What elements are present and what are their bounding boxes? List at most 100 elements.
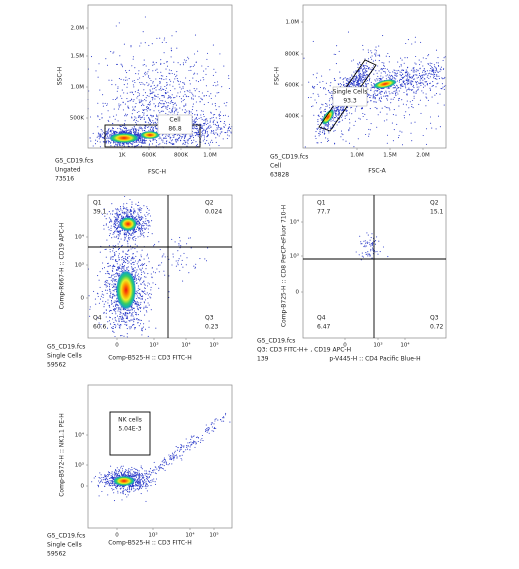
event-dot	[359, 78, 361, 80]
event-dot	[193, 119, 195, 121]
event-dot	[230, 128, 232, 130]
event-dot	[155, 122, 157, 124]
event-dot	[210, 132, 212, 134]
event-dot	[209, 120, 211, 122]
event-dot	[355, 84, 357, 86]
event-dot	[410, 80, 412, 82]
event-dot	[213, 131, 215, 133]
event-dot	[378, 54, 381, 56]
event-dot	[119, 55, 121, 57]
event-dot	[136, 305, 138, 307]
event-dot	[204, 123, 206, 125]
event-dot	[352, 84, 354, 86]
event-dot	[340, 116, 342, 118]
event-dot	[138, 288, 140, 291]
event-dot	[352, 59, 355, 61]
event-dot	[179, 135, 181, 137]
event-dot	[108, 211, 110, 213]
event-dot	[130, 98, 133, 100]
event-dot	[148, 212, 150, 215]
event-dot	[166, 84, 168, 87]
event-dot	[149, 128, 151, 130]
event-dot	[138, 136, 140, 138]
event-dot	[212, 141, 214, 143]
event-dot	[396, 89, 398, 91]
event-dot	[136, 295, 138, 297]
event-dot	[330, 96, 332, 98]
event-dot	[147, 273, 149, 275]
event-dot	[126, 207, 128, 209]
event-dot	[160, 137, 162, 139]
event-dot	[371, 55, 373, 57]
event-dot	[126, 316, 128, 318]
event-dot	[364, 113, 366, 115]
event-dot	[160, 86, 162, 88]
event-dot	[135, 203, 137, 205]
event-dot	[354, 78, 356, 80]
event-dot	[89, 308, 91, 310]
event-dot	[169, 84, 171, 86]
event-dot	[149, 296, 151, 298]
event-dot	[123, 239, 125, 241]
event-dot	[132, 58, 134, 60]
event-dot	[109, 131, 111, 133]
event-dot	[111, 274, 113, 276]
event-dot	[351, 79, 353, 82]
event-dot	[120, 318, 122, 320]
event-dot	[429, 64, 431, 66]
event-dot	[357, 64, 359, 66]
event-dot	[130, 46, 132, 48]
event-dot	[126, 213, 128, 215]
event-dot	[115, 245, 117, 247]
event-dot	[358, 62, 361, 64]
event-dot	[172, 101, 174, 104]
event-dot	[146, 105, 148, 107]
event-dot	[412, 84, 415, 86]
event-dot	[172, 107, 174, 109]
event-dot	[123, 314, 125, 316]
event-dot	[134, 274, 136, 276]
event-dot	[113, 51, 115, 53]
event-dot	[191, 109, 193, 111]
event-dot	[368, 133, 370, 135]
event-dot	[105, 58, 107, 60]
event-dot	[382, 76, 384, 78]
event-dot	[343, 84, 345, 86]
event-dot	[205, 68, 207, 70]
event-dot	[162, 110, 164, 112]
event-dot	[126, 128, 128, 130]
event-dot	[327, 130, 329, 132]
event-dot	[379, 80, 381, 82]
event-dot	[333, 117, 335, 119]
event-dot	[98, 138, 100, 140]
event-dot	[144, 98, 146, 101]
event-dot	[159, 103, 161, 105]
event-dot	[131, 206, 133, 208]
event-dot	[141, 141, 143, 143]
event-dot	[157, 71, 159, 73]
event-dot	[136, 145, 139, 147]
event-dot	[227, 127, 229, 130]
event-dot	[130, 248, 132, 250]
event-dot	[116, 272, 118, 274]
event-dot	[115, 114, 117, 116]
event-dot	[402, 77, 404, 79]
event-dot	[159, 82, 161, 84]
event-dot	[144, 299, 147, 301]
event-dot	[117, 218, 119, 221]
event-dot	[362, 72, 364, 74]
event-dot	[189, 91, 191, 93]
event-dot	[365, 67, 367, 70]
event-dot	[336, 110, 338, 112]
event-dot	[333, 108, 335, 110]
event-dot	[150, 273, 152, 275]
event-dot	[403, 117, 406, 119]
event-dot	[117, 220, 119, 223]
event-dot	[119, 214, 121, 216]
event-dot	[118, 234, 120, 236]
event-dot	[332, 120, 334, 122]
event-dot	[219, 133, 221, 135]
event-dot	[412, 69, 414, 71]
event-dot	[148, 108, 150, 110]
